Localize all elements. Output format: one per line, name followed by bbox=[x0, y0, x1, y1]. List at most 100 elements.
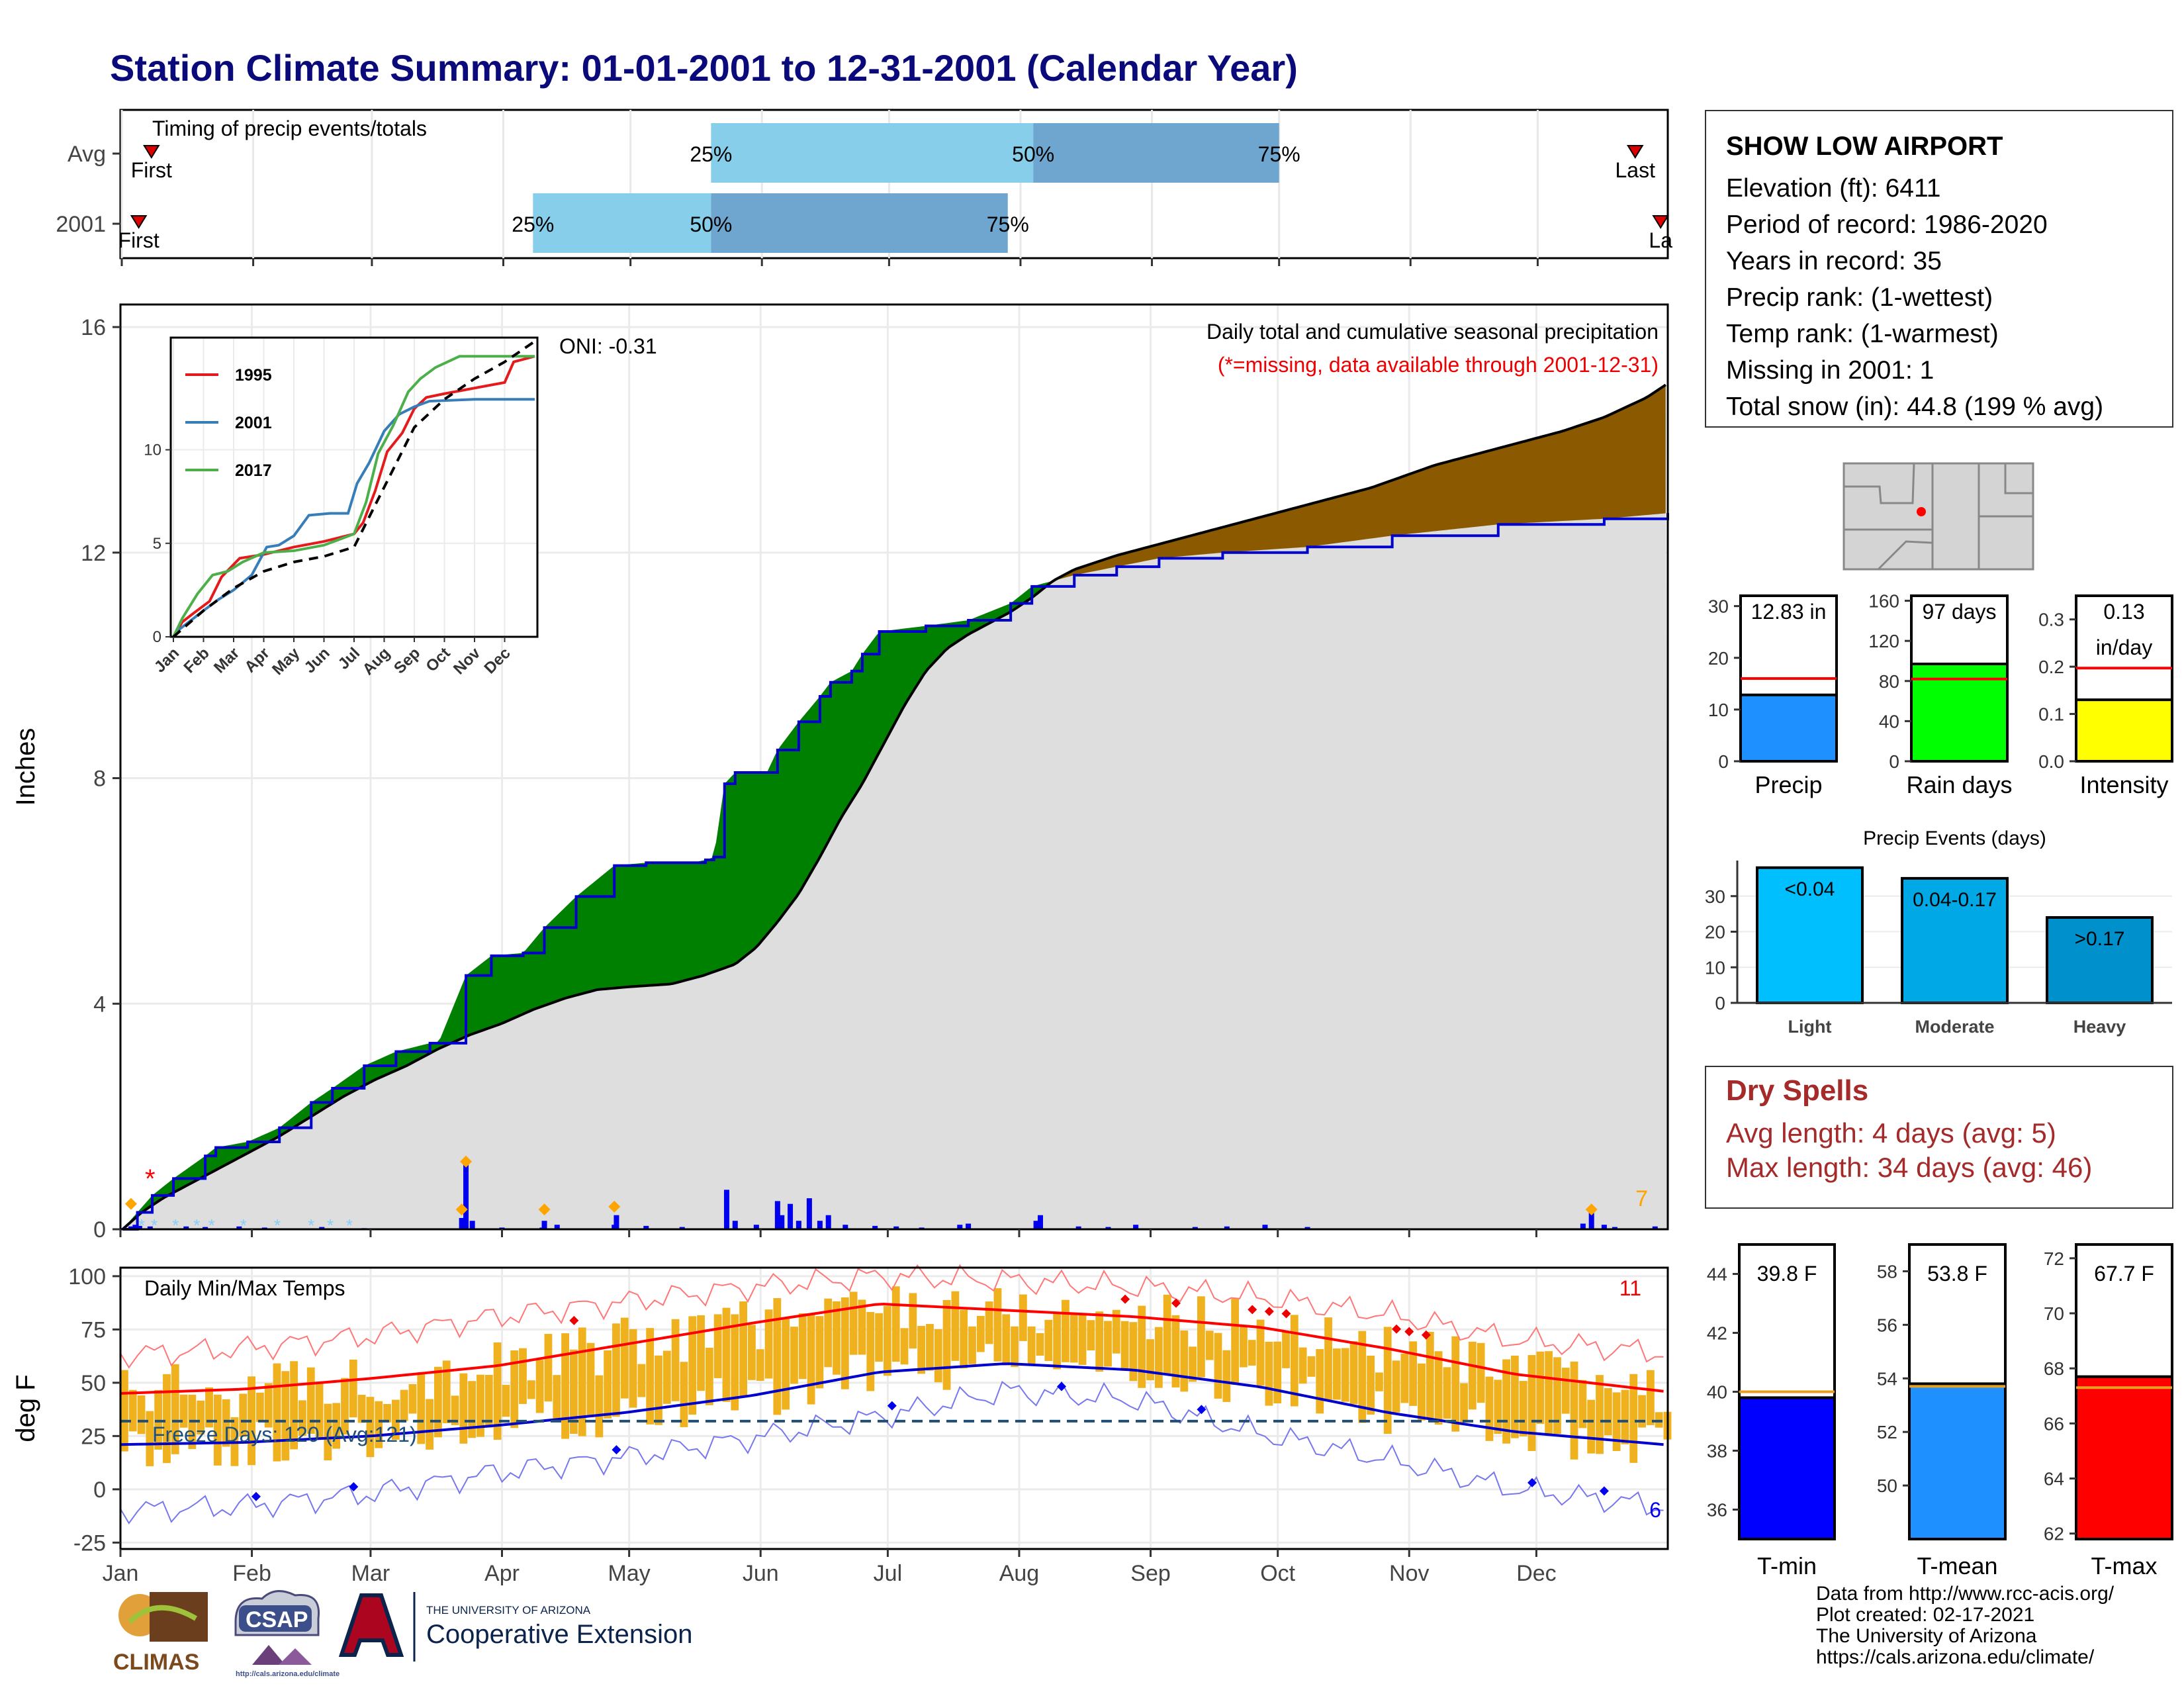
daily-temp-bar bbox=[1104, 1321, 1112, 1367]
timing-quantile-label: 75% bbox=[987, 212, 1029, 236]
daily-precip-bar bbox=[1033, 1221, 1039, 1229]
csap-logo: CSAP http://cals.arizona.edu/climate bbox=[234, 1590, 340, 1678]
record-low-marker bbox=[1599, 1486, 1609, 1496]
avg-cumulative-line bbox=[121, 383, 1666, 1231]
t-max-y-tick-label: 70 bbox=[2044, 1303, 2064, 1324]
record-low-marker bbox=[1527, 1477, 1537, 1487]
temp-y-tick-label: 50 bbox=[81, 1371, 106, 1396]
daily-temp-bar bbox=[264, 1383, 273, 1428]
daily-temp-bar bbox=[1332, 1348, 1341, 1400]
rain-days-y-tick-label: 80 bbox=[1879, 671, 1899, 692]
timing-last-label: La bbox=[1649, 228, 1672, 252]
events-bar-light bbox=[1756, 866, 1864, 1004]
csap-url: http://cals.arizona.edu/climate bbox=[236, 1670, 340, 1678]
daily-precip-bar bbox=[319, 1227, 325, 1229]
daily-temp-bar bbox=[833, 1301, 841, 1375]
daily-temp-bar bbox=[1510, 1355, 1519, 1438]
daily-precip-bar bbox=[774, 1201, 780, 1229]
daily-temp-bar bbox=[1545, 1351, 1553, 1434]
oni-label: ONI: -0.31 bbox=[559, 334, 657, 358]
daily-temp-bar bbox=[586, 1342, 595, 1418]
main-annotation-title: Daily total and cumulative seasonal prec… bbox=[1206, 320, 1659, 344]
daily-temp-bar bbox=[1044, 1319, 1053, 1361]
temp-x-tick-label: Dec bbox=[1516, 1561, 1556, 1586]
daily-temp-bar bbox=[680, 1362, 688, 1427]
temp-x-tick-label: Jul bbox=[874, 1561, 902, 1586]
t-mean-category-label: T-mean bbox=[1917, 1552, 1997, 1579]
daily-temp-bar bbox=[866, 1311, 875, 1391]
avg-cumulative-area bbox=[122, 385, 1668, 1229]
precip-total-y-tick-label: 30 bbox=[1708, 596, 1729, 617]
main-annotation-missing: (*=missing, data available through 2001-… bbox=[1218, 353, 1659, 377]
daily-temp-bar bbox=[502, 1385, 510, 1417]
daily-temp-bar bbox=[366, 1397, 375, 1458]
daily-precip-bar bbox=[1075, 1226, 1081, 1229]
daily-temp-bar bbox=[646, 1328, 655, 1425]
daily-precip-bar bbox=[541, 1221, 547, 1229]
timing-first-marker bbox=[143, 145, 160, 159]
precip-total-y-tick-label: 0 bbox=[1718, 751, 1729, 772]
daily-temp-bar bbox=[578, 1327, 586, 1436]
daily-temp-bar bbox=[1036, 1333, 1044, 1356]
daily-precip-bar bbox=[1262, 1225, 1268, 1229]
daily-temp-bar bbox=[1578, 1380, 1587, 1429]
daily-temp-bar bbox=[917, 1325, 926, 1374]
daily-temp-bar bbox=[391, 1399, 400, 1440]
record-max-line bbox=[120, 1264, 1664, 1369]
daily-temp-bar bbox=[459, 1373, 468, 1444]
t-mean-value-label: 53.8 F bbox=[1927, 1262, 1987, 1286]
daily-temp-bar bbox=[1197, 1296, 1205, 1378]
events-bar-label: 0.04-0.17 bbox=[1913, 889, 1997, 911]
daily-temp-bar bbox=[1087, 1320, 1095, 1350]
daily-temp-bar bbox=[146, 1411, 154, 1466]
daily-temp-bar bbox=[960, 1309, 968, 1369]
rain-days-category-label: Rain days bbox=[1906, 771, 2012, 798]
main-frame bbox=[119, 303, 1669, 1231]
t-mean-bar bbox=[1908, 1382, 2007, 1540]
footer-line: The University of Arizona bbox=[1816, 1625, 2037, 1647]
events-bar-label: <0.04 bbox=[1785, 878, 1835, 900]
daily-temp-bar bbox=[629, 1329, 637, 1408]
events-bar-label: >0.17 bbox=[2075, 928, 2125, 950]
daily-temp-bar bbox=[434, 1366, 442, 1438]
daily-temp-bar bbox=[553, 1375, 561, 1419]
daily-precip-bar bbox=[128, 1226, 134, 1229]
daily-temp-bar bbox=[1468, 1341, 1477, 1410]
inset-series-line-1995 bbox=[172, 355, 535, 638]
daily-precip-bar bbox=[1601, 1225, 1607, 1229]
daily-precip-bar bbox=[1037, 1215, 1043, 1229]
daily-precip-bar bbox=[1192, 1227, 1198, 1229]
logos-strip: CLIMAS CSAP http://cals.arizona.edu/clim… bbox=[113, 1590, 692, 1678]
t-max-bar bbox=[2075, 1375, 2173, 1541]
daily-temp-bar bbox=[1383, 1327, 1392, 1434]
inset-series-line-avg bbox=[172, 340, 536, 638]
precip-diamond-marker bbox=[455, 1203, 468, 1216]
temp-x-tick-label: Apr bbox=[484, 1561, 520, 1586]
daily-temp-bar bbox=[1587, 1399, 1596, 1454]
daily-precip-bar bbox=[806, 1198, 812, 1229]
inset-legend-label: 2017 bbox=[235, 461, 272, 480]
daily-temp-bar bbox=[527, 1380, 535, 1399]
page-title: Station Climate Summary: 01-01-2001 to 1… bbox=[110, 47, 1298, 89]
t-min-bar bbox=[1738, 1396, 1836, 1540]
daily-temp-bar bbox=[637, 1364, 646, 1397]
events-category-label: Moderate bbox=[1915, 1017, 1994, 1037]
cumulative-2001-line bbox=[122, 513, 1669, 1231]
timing-quantile-label: 50% bbox=[690, 212, 732, 236]
daily-temp-bar bbox=[942, 1299, 951, 1390]
snow-marker: * bbox=[308, 1215, 314, 1235]
daily-temp-bar bbox=[815, 1316, 824, 1389]
station-line: Precip rank: (1-wettest) bbox=[1726, 283, 1993, 312]
below-average-area bbox=[122, 385, 1666, 1229]
intensity-y-tick-label: 0.3 bbox=[2038, 610, 2064, 630]
inset-legend-label: 1995 bbox=[235, 366, 272, 385]
timing-bar-q50-q75 bbox=[1033, 123, 1279, 183]
main-y-tick-label: 4 bbox=[93, 992, 106, 1017]
daily-temp-bar bbox=[1536, 1351, 1545, 1425]
daily-temp-bar bbox=[1418, 1363, 1426, 1421]
daily-temp-bar bbox=[290, 1361, 298, 1450]
t-max-y-tick-label: 66 bbox=[2044, 1413, 2064, 1434]
daily-temp-bar bbox=[976, 1315, 985, 1352]
daily-temp-bar bbox=[1154, 1327, 1163, 1388]
